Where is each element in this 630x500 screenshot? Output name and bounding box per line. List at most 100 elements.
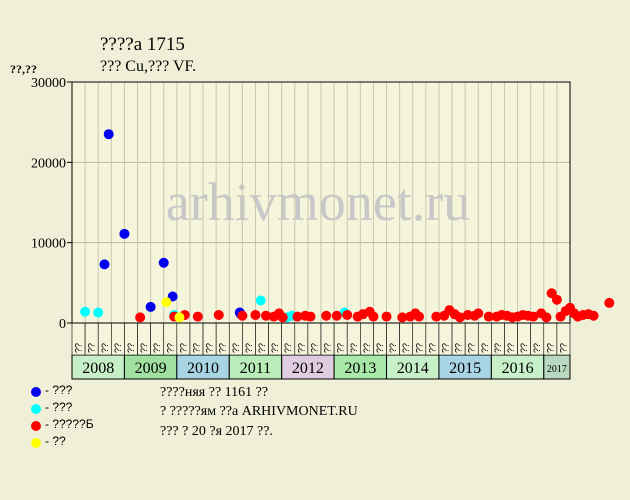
legend-marker	[31, 421, 41, 431]
period-label: ??	[218, 343, 228, 353]
year-label: 2015	[449, 360, 481, 377]
legend-label: - ??	[45, 434, 66, 448]
data-point	[93, 307, 104, 318]
data-point	[161, 297, 172, 308]
period-label: ??	[74, 343, 84, 353]
period-label: ??	[231, 343, 241, 353]
period-label: ??	[178, 343, 188, 353]
data-point	[431, 311, 442, 322]
year-label: 2009	[135, 360, 167, 377]
period-label: ??	[545, 343, 555, 353]
data-point	[368, 311, 379, 322]
period-label: ??	[388, 343, 398, 353]
year-label: 2017	[547, 364, 567, 375]
watermark: arhivmonet.ru	[166, 172, 470, 232]
year-band	[490, 354, 545, 380]
data-point	[103, 129, 114, 140]
period-label: ??	[375, 343, 385, 353]
period-label: ??	[532, 343, 542, 353]
period-label: ??	[205, 343, 215, 353]
data-point	[158, 257, 169, 268]
period-label: ??	[519, 343, 529, 353]
footer-line-3: ??? ? 20 ?я 2017 ??.	[160, 424, 273, 439]
period-label: ??	[192, 343, 202, 353]
period-label: ??	[296, 343, 306, 353]
data-point	[237, 310, 248, 321]
data-point	[119, 228, 130, 239]
data-point	[277, 312, 288, 323]
data-point	[255, 295, 266, 306]
year-label: 2008	[82, 360, 114, 377]
data-point	[414, 311, 425, 322]
period-label: ??	[113, 343, 123, 353]
footer-line-1: ????няя ?? 1161 ??	[160, 385, 269, 400]
data-point	[260, 310, 271, 321]
year-label: 2010	[187, 360, 219, 377]
period-label: ??	[467, 343, 477, 353]
data-point	[528, 311, 539, 322]
period-label: ??	[336, 343, 346, 353]
data-point	[174, 312, 185, 323]
year-band	[228, 354, 283, 380]
data-point	[381, 311, 392, 322]
data-point	[454, 312, 465, 323]
legend-label: - ???	[45, 400, 73, 414]
data-point	[551, 294, 562, 305]
legend-marker	[31, 387, 41, 397]
period-label: ??	[493, 343, 503, 353]
y-tick-label: 0	[59, 317, 66, 332]
period-label: ??	[257, 343, 267, 353]
year-band	[543, 354, 571, 380]
period-label: ??	[362, 343, 372, 353]
data-point	[192, 311, 203, 322]
data-point	[145, 301, 156, 312]
y-tick-label: 20000	[31, 156, 66, 171]
period-label: ??	[139, 343, 149, 353]
legend-label: - ?????Б	[45, 417, 94, 431]
period-label: ??	[349, 343, 359, 353]
period-label: ??	[165, 343, 175, 353]
year-band	[281, 354, 335, 380]
period-label: ??	[87, 343, 97, 353]
period-label: ??	[270, 343, 280, 353]
data-point	[342, 309, 353, 320]
year-label: 2011	[240, 360, 271, 377]
footer-line-2: ? ?????ям ??а ARHIVMONET.RU	[160, 404, 358, 419]
period-label: ??	[126, 343, 136, 353]
data-point	[473, 308, 484, 319]
chart-title: ????а 1715	[100, 34, 185, 55]
year-band	[71, 354, 125, 380]
data-point	[483, 311, 494, 322]
legend-label: - ???	[45, 383, 73, 397]
data-point	[331, 310, 342, 321]
data-point	[250, 309, 261, 320]
data-point	[604, 297, 615, 308]
y-tick-label: 30000	[31, 76, 66, 91]
data-point	[80, 306, 91, 317]
period-label: ??	[100, 343, 110, 353]
chart-subtitle: ??? Cu,??? VF.	[100, 58, 197, 75]
period-label: ??	[414, 343, 424, 353]
data-point	[99, 259, 110, 270]
data-point	[135, 312, 146, 323]
data-point	[213, 309, 224, 320]
period-label: ??	[244, 343, 254, 353]
data-point	[292, 311, 303, 322]
data-point	[588, 310, 599, 321]
legend-marker	[31, 438, 41, 448]
legend-marker	[31, 404, 41, 414]
year-label: 2014	[397, 360, 429, 377]
plot-frame	[71, 81, 571, 324]
year-label: 2013	[344, 360, 376, 377]
year-band	[333, 354, 388, 380]
data-point	[305, 311, 316, 322]
year-label: 2012	[292, 360, 324, 377]
period-label: ??	[309, 343, 319, 353]
data-point	[541, 312, 552, 323]
period-label: ??	[323, 343, 333, 353]
data-point	[397, 312, 408, 323]
data-point	[321, 310, 332, 321]
period-label: ??	[152, 343, 162, 353]
period-label: ??	[454, 343, 464, 353]
